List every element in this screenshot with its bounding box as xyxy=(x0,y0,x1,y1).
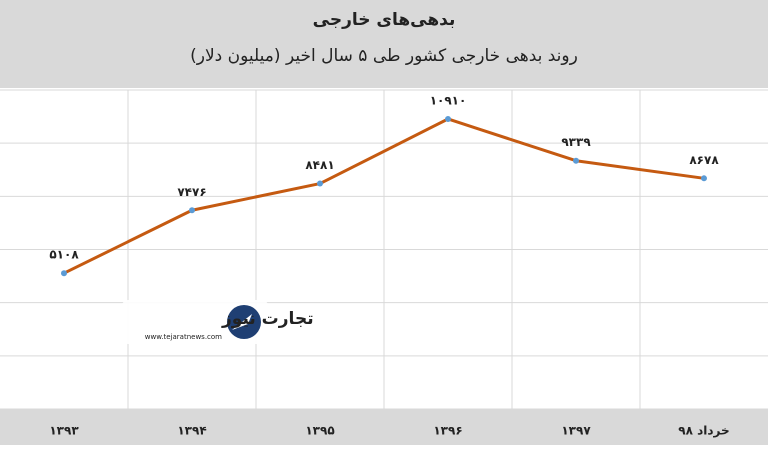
point xyxy=(573,157,579,164)
value-label: ۵۱۰۸ xyxy=(49,248,79,262)
chart-title: بدهی‌های خارجی xyxy=(313,10,456,30)
point xyxy=(317,180,323,187)
x-tick-label: ۱۳۹۷ xyxy=(561,424,591,438)
chart-subtitle: روند بدهی خارجی کشور طی ۵ سال اخیر (میلی… xyxy=(190,46,578,66)
watermark-icon-arrow xyxy=(232,314,252,330)
x-tick-label: ۱۳۹۳ xyxy=(49,424,79,438)
point xyxy=(189,207,195,214)
value-label: ۷۴۷۶ xyxy=(177,185,206,199)
watermark-url: www.tejaratnews.com xyxy=(145,333,222,341)
x-tick-label: خرداد ۹۸ xyxy=(678,424,729,438)
point xyxy=(61,270,67,277)
x-tick-label: ۱۳۹۵ xyxy=(305,424,334,438)
value-label: ۸۶۷۸ xyxy=(689,153,719,167)
watermark: تجارت نیوز www.tejaratnews.com xyxy=(122,300,314,344)
value-label: ۹۳۳۹ xyxy=(561,135,591,149)
point xyxy=(701,175,707,182)
point xyxy=(445,115,451,122)
series-line xyxy=(63,117,705,275)
header-band xyxy=(0,0,768,88)
x-tick-label: ۱۳۹۴ xyxy=(177,424,206,438)
value-label: ۸۴۸۱ xyxy=(305,158,334,172)
value-label: ۱۰۹۱۰ xyxy=(430,93,467,107)
x-tick-label: ۱۳۹۶ xyxy=(433,424,462,438)
watermark-name: تجارت نیوز xyxy=(221,309,314,329)
